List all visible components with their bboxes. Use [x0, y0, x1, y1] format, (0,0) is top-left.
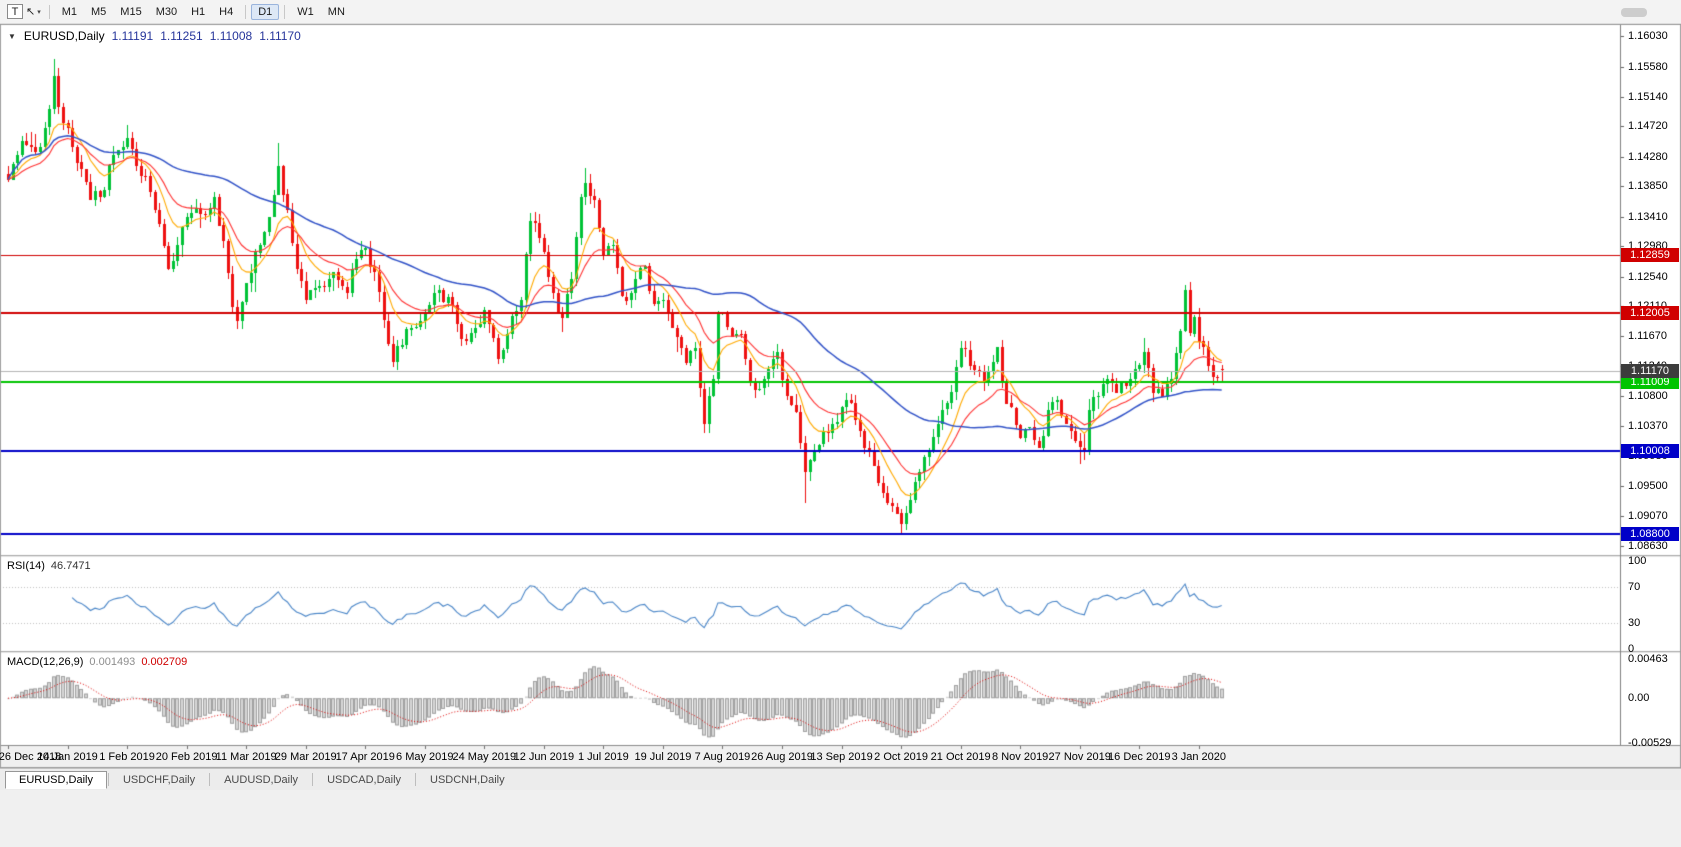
chart-window: ▼ EURUSD,Daily 1.11191 1.11251 1.11008 1…	[0, 24, 1681, 768]
toolbar-separator	[245, 4, 247, 19]
timeframe-button-m15[interactable]: M15	[120, 5, 142, 18]
toolbar-scroll-thumb[interactable]	[1621, 8, 1647, 17]
toolbar-separator	[48, 4, 50, 19]
chart-tab-audusd[interactable]: AUDUSD,Daily	[224, 773, 299, 786]
tab-separator	[107, 773, 109, 786]
timeframe-button-m5[interactable]: M5	[91, 5, 107, 18]
timeframe-group: M1 M5 M15 M30 H1 H4 D1 W1 MN	[55, 3, 352, 20]
text-tool-button[interactable]: T	[7, 4, 23, 19]
timeframe-button-mn[interactable]: MN	[327, 5, 345, 18]
chart-tab-bar: EURUSD,Daily USDCHF,Daily AUDUSD,Daily USDC…	[0, 768, 1681, 790]
chart-tab-usdcad[interactable]: USDCAD,Daily	[327, 773, 402, 786]
timeframe-button-m30[interactable]: M30	[155, 5, 178, 18]
chart-tab-eurusd[interactable]: EURUSD,Daily	[5, 770, 107, 789]
chart-tab-usdchf[interactable]: USDCHF,Daily	[122, 773, 196, 786]
toolbar-separator	[284, 4, 286, 19]
timeframe-button-h1[interactable]: H1	[191, 5, 206, 18]
timeframe-button-d1[interactable]: D1	[251, 3, 280, 20]
tab-separator	[312, 773, 314, 786]
timeframe-button-m1[interactable]: M1	[61, 5, 78, 18]
chart-tab-usdcnh[interactable]: USDCNH,Daily	[430, 773, 505, 786]
toolbar: T ↖ ▾ M1 M5 M15 M30 H1 H4 D1 W1 MN	[0, 0, 1681, 24]
quick-trade-collapse-icon[interactable]: ▼	[8, 31, 16, 41]
timeframe-button-w1[interactable]: W1	[297, 5, 314, 18]
timeframe-button-h4[interactable]: H4	[219, 5, 234, 18]
chevron-down-icon: ▾	[37, 8, 41, 16]
chart-canvas[interactable]	[0, 24, 1681, 768]
tab-separator	[209, 773, 211, 786]
cursor-tool-button[interactable]: ↖ ▾	[23, 3, 44, 20]
cursor-icon: ↖	[26, 6, 36, 18]
tab-separator	[415, 773, 417, 786]
